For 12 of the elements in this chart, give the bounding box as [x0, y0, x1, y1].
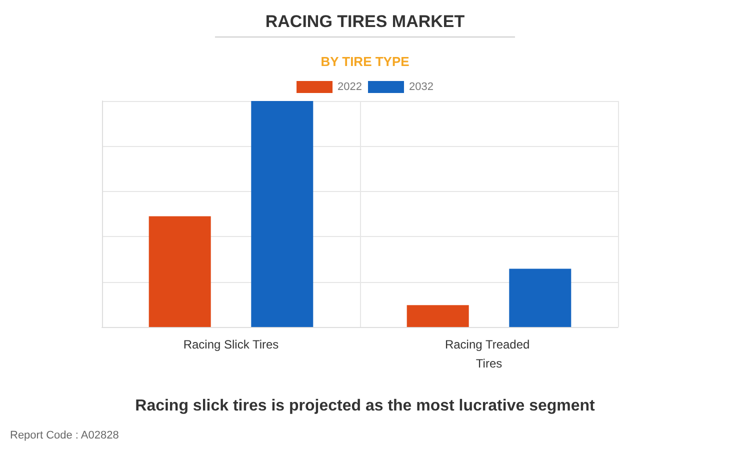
x-tick-label: Racing Treaded Tires [444, 338, 534, 370]
text: Racing slick tires is projected as the most lucrative segment [135, 398, 596, 414]
chart-title: RACING TIRES MARKET [265, 12, 466, 31]
bar [148, 216, 211, 327]
legend-label: 2032 [409, 81, 434, 93]
bar [509, 268, 572, 327]
x-tick-label: Racing Slick Tires [183, 338, 279, 352]
legend-label: 2022 [338, 81, 362, 93]
bar [406, 305, 469, 327]
chart-subtitle: BY TIRE TYPE [320, 54, 410, 69]
text: Report Code : A02828 [10, 430, 119, 442]
bar [251, 101, 314, 327]
